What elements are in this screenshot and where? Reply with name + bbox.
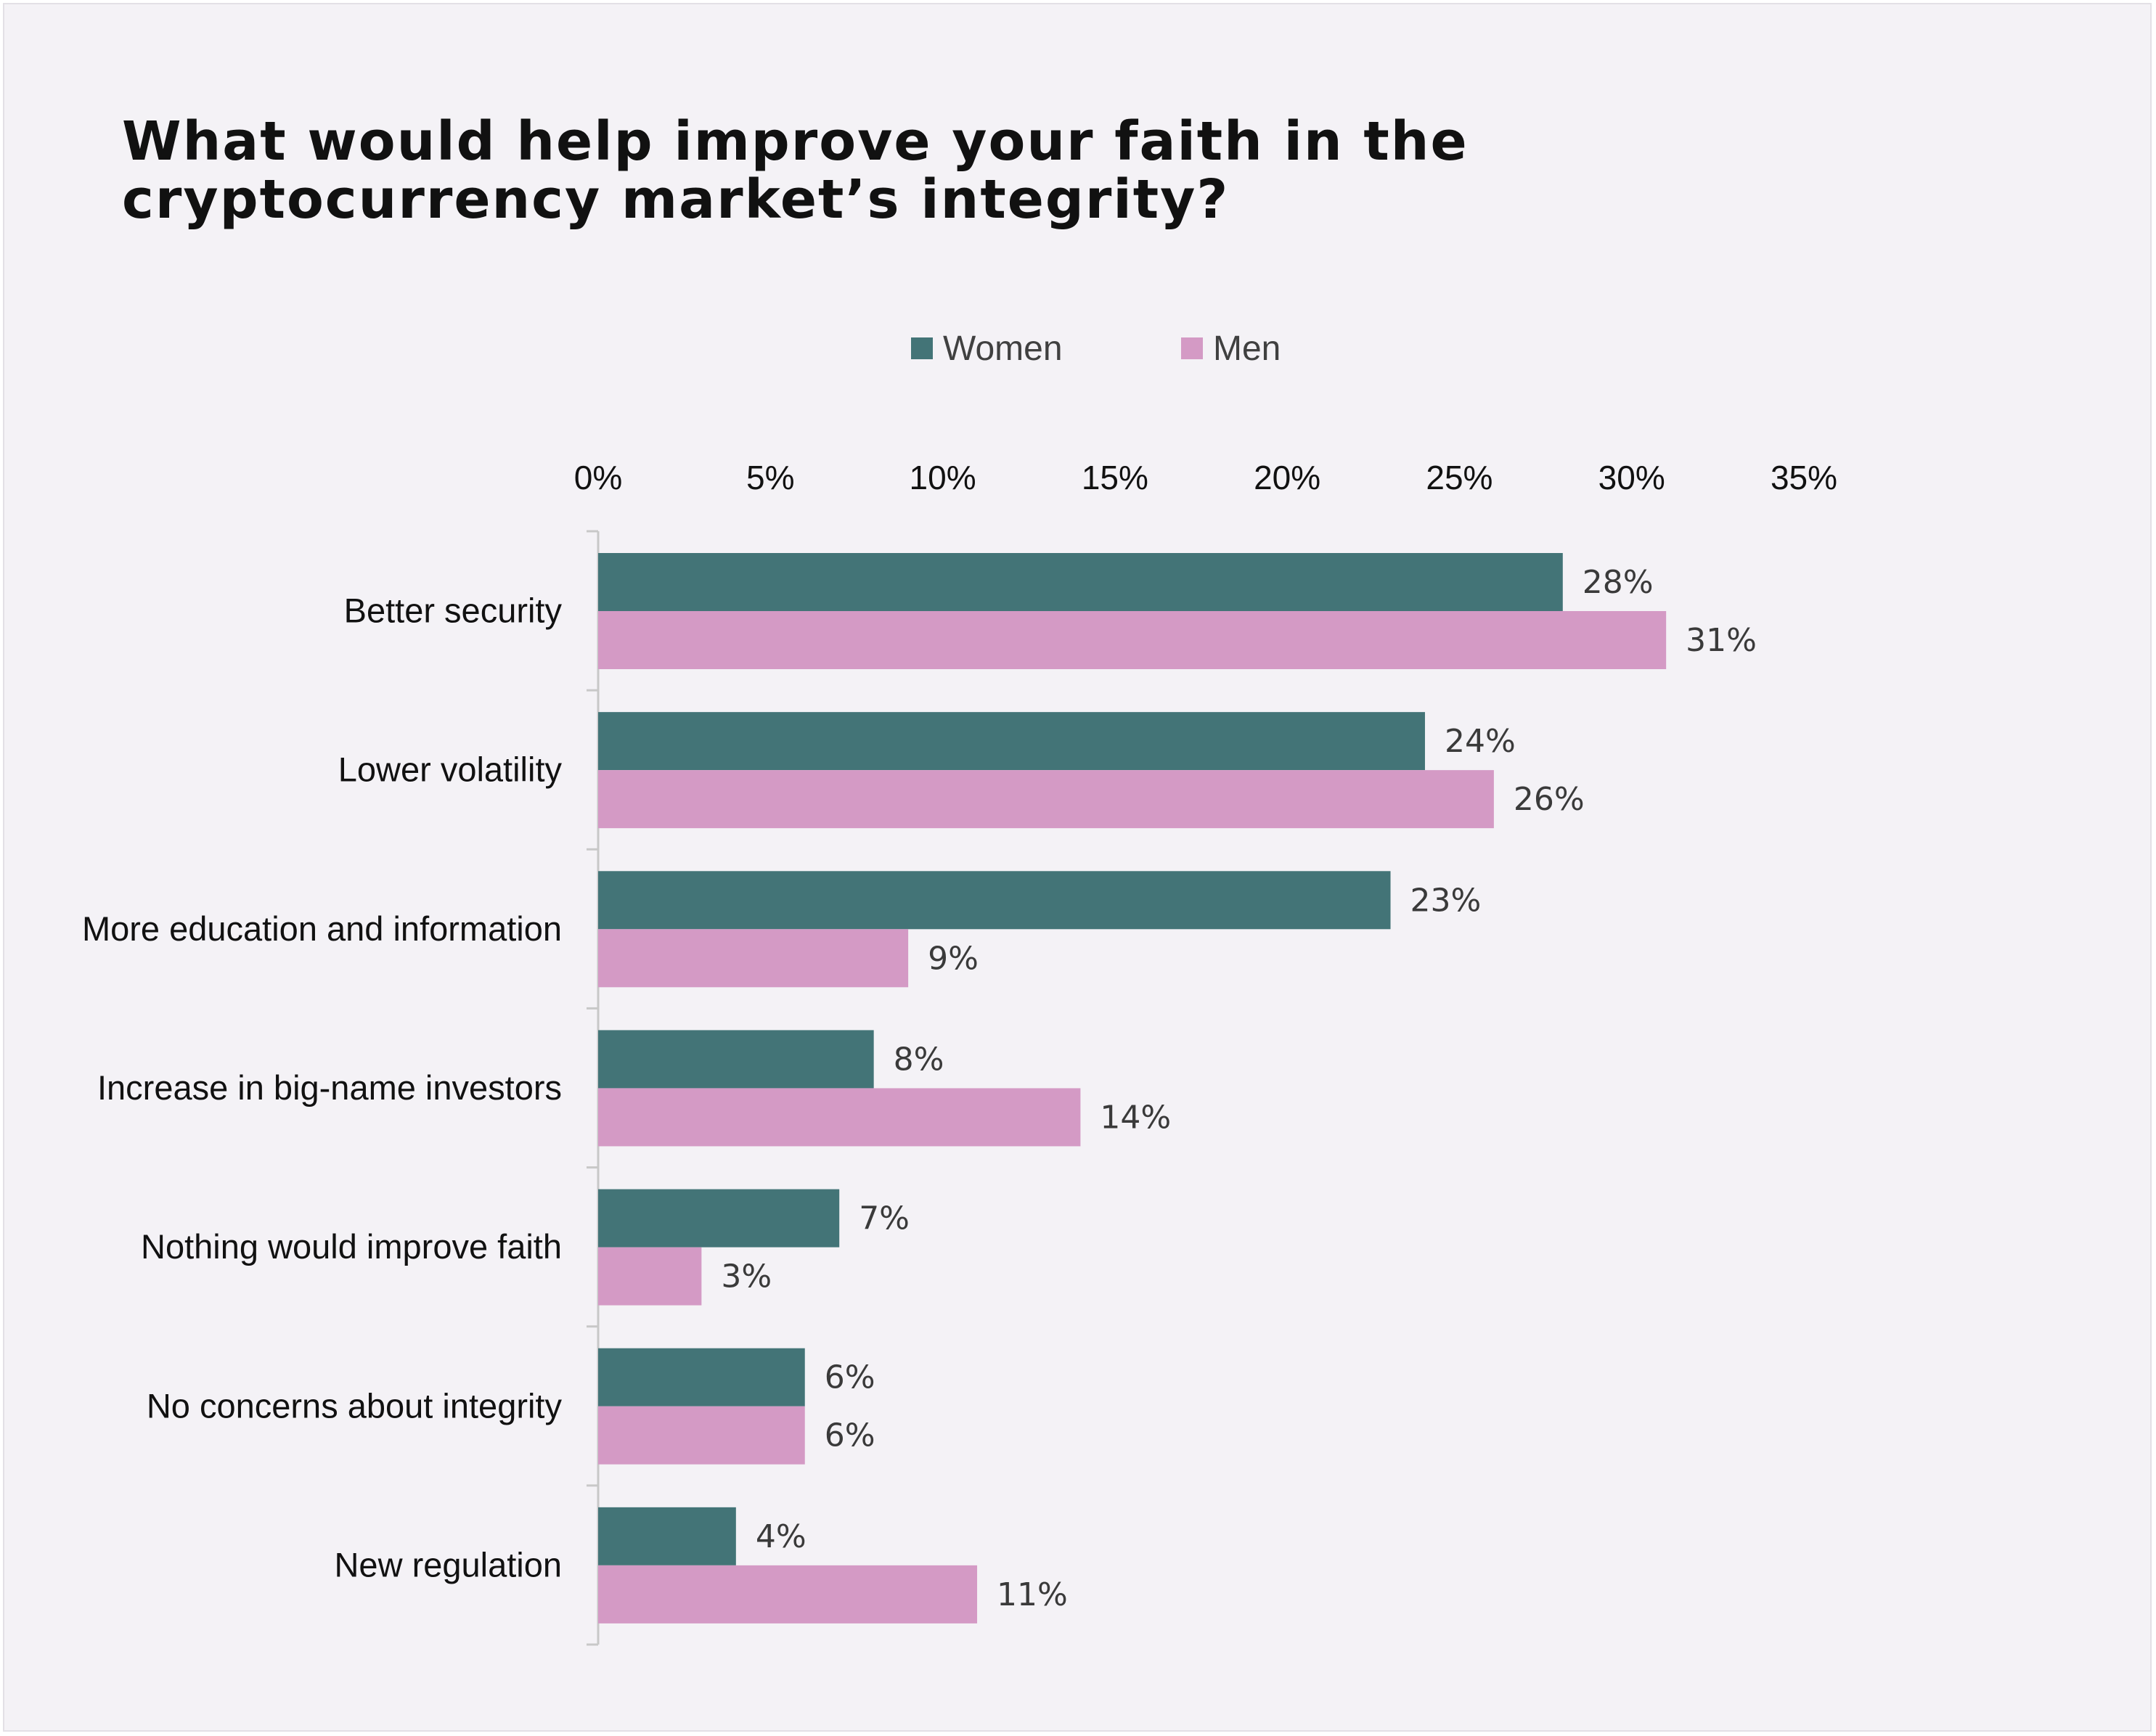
chart-canvas: What would help improve your faith in th…	[82, 110, 1837, 1646]
legend: Women Men	[911, 329, 1281, 368]
chart-title-line-1: What would help improve your faith in th…	[122, 110, 1469, 173]
data-label-women: 24%	[1445, 723, 1516, 760]
data-labels: 28% 31% 24% 26% 23% 9% 8% 14% 7% 3% 6% 6% 4% 11%	[721, 564, 1757, 1613]
x-tick-label: 20%	[1254, 459, 1320, 496]
category-label: More education and information	[82, 909, 562, 948]
bar-women	[598, 712, 1425, 771]
category-label: New regulation	[334, 1545, 562, 1584]
x-tick-label: 10%	[910, 459, 976, 496]
bars	[598, 553, 1667, 1624]
bar-men	[598, 929, 909, 988]
x-tick-label: 0%	[574, 459, 622, 496]
bar-men	[598, 1565, 978, 1624]
category-label: Lower volatility	[338, 750, 563, 789]
data-label-men: 31%	[1686, 622, 1757, 659]
data-label-men: 14%	[1100, 1099, 1171, 1136]
category-labels: Better security Lower volatility More educ…	[82, 591, 563, 1584]
bar-women	[598, 553, 1563, 611]
bar-men	[598, 1247, 702, 1306]
chart-frame: What would help improve your faith in th…	[3, 3, 2152, 1732]
legend-item-men: Men	[1181, 329, 1281, 368]
data-label-men: 6%	[825, 1417, 875, 1454]
legend-item-women: Women	[911, 329, 1063, 368]
data-label-women: 4%	[756, 1518, 807, 1555]
bar-men	[598, 1088, 1081, 1147]
data-label-women: 8%	[894, 1041, 944, 1078]
x-tick-label: 35%	[1771, 459, 1837, 496]
legend-swatch-men	[1181, 337, 1203, 359]
data-label-women: 23%	[1410, 882, 1482, 919]
data-label-women: 7%	[859, 1200, 910, 1237]
chart-title: What would help improve your faith in th…	[122, 110, 1469, 231]
bar-men	[598, 1406, 805, 1465]
chart-title-line-2: cryptocurrency market’s integrity?	[122, 168, 1229, 231]
data-label-men: 3%	[721, 1258, 772, 1295]
legend-label-women: Women	[943, 329, 1063, 368]
x-tick-label: 5%	[746, 459, 794, 496]
category-label: Increase in big-name investors	[97, 1068, 562, 1107]
bar-women	[598, 1189, 840, 1248]
legend-swatch-women	[911, 337, 933, 359]
bar-men	[598, 611, 1667, 669]
x-tick-label: 25%	[1426, 459, 1493, 496]
x-tick-label: 15%	[1082, 459, 1148, 496]
x-tick-label: 30%	[1598, 459, 1665, 496]
category-label: Better security	[344, 591, 563, 630]
bar-women	[598, 1030, 874, 1089]
data-label-women: 28%	[1583, 564, 1654, 601]
data-label-men: 26%	[1514, 781, 1585, 818]
category-label: Nothing would improve faith	[141, 1227, 562, 1266]
category-axis	[587, 530, 600, 1646]
data-label-women: 6%	[825, 1359, 875, 1396]
legend-label-men: Men	[1213, 329, 1281, 368]
bar-women	[598, 1348, 805, 1407]
bar-women	[598, 871, 1391, 930]
x-axis-tick-labels: 0% 5% 10% 15% 20% 25% 30% 35%	[574, 459, 1837, 496]
bar-men	[598, 770, 1494, 829]
data-label-men: 11%	[997, 1576, 1068, 1613]
bar-women	[598, 1507, 736, 1565]
category-label: No concerns about integrity	[147, 1386, 563, 1425]
data-label-men: 9%	[928, 940, 979, 977]
